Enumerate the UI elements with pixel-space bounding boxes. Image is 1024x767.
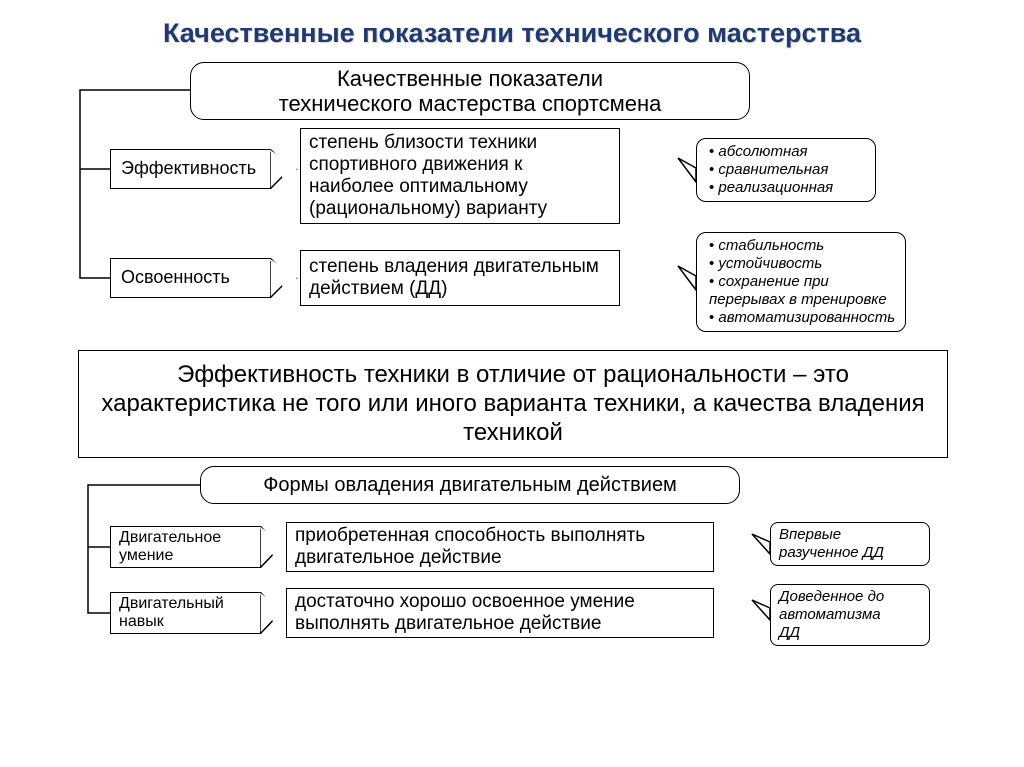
callout-motor-skill-l2: автоматизма <box>779 606 881 623</box>
page-title: Качественные показатели технического мас… <box>0 0 1024 63</box>
callout-mastery: стабильность устойчивость сохранение при… <box>696 232 906 332</box>
def-motor-skill: достаточно хорошо освоенное умение выпол… <box>286 588 714 638</box>
callout-motor-ability: Впервые разученное ДД <box>770 522 930 566</box>
callout-effectiveness-list: абсолютная сравнительная реализационная <box>709 143 867 197</box>
chevron-motor-skill-l2: навык <box>119 613 164 630</box>
def-motor-ability: приобретенная способность выполнять двиг… <box>286 522 714 572</box>
def-mastery-text: степень владения двигательным действием … <box>309 256 611 300</box>
forms-header: Формы овладения двигательным действием <box>200 466 740 504</box>
callout-mastery-list: стабильность устойчивость сохранение при… <box>709 237 897 327</box>
def-mastery: степень владения двигательным действием … <box>300 250 620 306</box>
chevron-motor-ability-l2: умение <box>119 547 173 564</box>
chevron-motor-skill-l1: Двигательный <box>119 595 224 612</box>
callout-item: реализационная <box>709 179 867 197</box>
header-line1: Качественные показатели <box>337 66 603 91</box>
callout-motor-skill-l3: ДД <box>779 624 800 641</box>
chevron-effectiveness: Эффективность <box>110 149 270 189</box>
callout-motor-skill-l1: Доведенное до <box>779 588 884 605</box>
header-box: Качественные показатели технического мас… <box>190 62 750 120</box>
callout-item: устойчивость <box>709 255 897 273</box>
chevron-mastery-label: Освоенность <box>121 268 230 288</box>
callout-effectiveness: абсолютная сравнительная реализационная <box>696 138 876 202</box>
callout-item: стабильность <box>709 237 897 255</box>
chevron-motor-skill: Двигательный навык <box>110 592 260 634</box>
def-motor-ability-text: приобретенная способность выполнять двиг… <box>295 525 705 569</box>
def-motor-skill-text: достаточно хорошо освоенное умение выпол… <box>295 591 705 635</box>
chevron-mastery: Освоенность <box>110 258 270 298</box>
callout-motor-ability-l1: Впервые <box>779 526 841 543</box>
callout-item: сохранение при перерывах в тренировке <box>709 273 897 309</box>
quote-box: Эффективность техники в отличие от рацио… <box>78 350 948 458</box>
def-effectiveness-text: степень близости техники спортивного дви… <box>309 132 611 219</box>
chevron-motor-ability-l1: Двигательное <box>119 529 221 546</box>
callout-motor-ability-l2: разученное ДД <box>779 544 884 561</box>
forms-header-text: Формы овладения двигательным действием <box>263 474 677 497</box>
def-effectiveness: степень близости техники спортивного дви… <box>300 128 620 224</box>
callout-item: автоматизированность <box>709 309 897 327</box>
callout-item: абсолютная <box>709 143 867 161</box>
chevron-motor-ability: Двигательное умение <box>110 526 260 568</box>
callout-motor-skill: Доведенное до автоматизма ДД <box>770 584 930 646</box>
header-line2: технического мастерства спортсмена <box>279 91 662 116</box>
chevron-effectiveness-label: Эффективность <box>121 159 256 179</box>
callout-item: сравнительная <box>709 161 867 179</box>
quote-text: Эффективность техники в отличие от рацио… <box>101 361 924 446</box>
